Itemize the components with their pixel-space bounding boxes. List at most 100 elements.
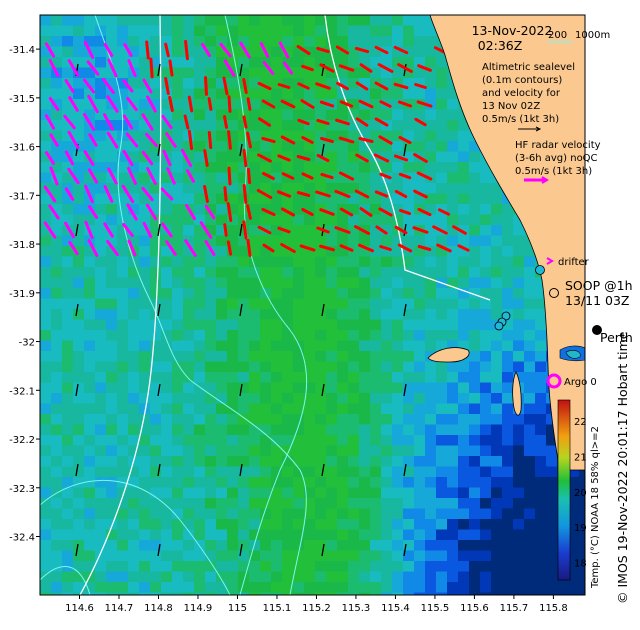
- sst-pixel: [51, 25, 63, 37]
- sst-pixel: [117, 319, 129, 331]
- sst-pixel: [73, 529, 85, 541]
- sst-pixel: [326, 508, 338, 520]
- sst-pixel: [447, 162, 459, 173]
- sst-pixel: [205, 508, 217, 520]
- hf-vector: [397, 243, 413, 253]
- sst-pixel: [524, 288, 536, 299]
- sst-pixel: [469, 256, 481, 268]
- sst-pixel: [502, 592, 514, 595]
- sst-pixel: [469, 151, 481, 163]
- sst-pixel: [95, 46, 107, 58]
- sst-pixel: [315, 277, 327, 289]
- sst-pixel: [392, 382, 404, 394]
- sst-pixel: [205, 15, 217, 26]
- sst-pixel: [513, 466, 525, 478]
- sst-pixel: [40, 298, 52, 310]
- sst-pixel: [216, 340, 228, 352]
- sst-pixel: [161, 183, 173, 194]
- sst-pixel: [117, 246, 129, 257]
- sst-pixel: [271, 592, 283, 595]
- hf-vector: [315, 82, 331, 90]
- contour-line: [40, 479, 231, 595]
- sst-pixel: [535, 319, 547, 331]
- sst-pixel: [271, 529, 283, 541]
- sst-pixel: [117, 529, 129, 541]
- sst-pixel: [304, 529, 316, 541]
- hf-vector: [397, 63, 413, 73]
- sst-pixel: [370, 372, 382, 383]
- sst-pixel: [128, 382, 140, 394]
- sst-pixel: [315, 214, 327, 226]
- sst-pixel: [359, 172, 371, 184]
- hf-vector: [354, 189, 370, 199]
- sst-pixel: [502, 466, 514, 478]
- plot-frame: [39, 14, 586, 596]
- sst-pixel: [106, 540, 118, 551]
- sst-pixel: [95, 172, 107, 184]
- sst-pixel: [458, 309, 470, 320]
- sst-pixel: [62, 330, 74, 341]
- hf-vector: [374, 45, 389, 55]
- hf-vector: [142, 221, 153, 239]
- hf-vector: [223, 186, 228, 202]
- sst-pixel: [392, 519, 404, 530]
- sst-pixel: [172, 508, 184, 520]
- x-tick-label: 115.3: [342, 603, 371, 614]
- sst-pixel: [447, 435, 459, 446]
- sst-pixel: [150, 109, 162, 121]
- sst-pixel: [51, 372, 63, 383]
- sst-pixel: [502, 277, 514, 289]
- sst-pixel: [150, 592, 162, 595]
- sst-pixel: [150, 288, 162, 299]
- sst-pixel: [62, 99, 74, 110]
- sst-pixel: [414, 382, 426, 394]
- sst-pixel: [51, 267, 63, 278]
- sst-pixel: [491, 435, 503, 446]
- sst-pixel: [282, 277, 294, 289]
- hf-vector: [67, 130, 80, 150]
- sst-pixel: [304, 46, 316, 58]
- sst-pixel: [293, 582, 305, 593]
- sst-pixel: [293, 109, 305, 121]
- sst-pixel: [381, 25, 393, 37]
- sst-pixel: [238, 540, 250, 551]
- sst-pixel: [260, 529, 272, 541]
- sst-pixel: [227, 88, 239, 100]
- sst-pixel: [513, 477, 525, 488]
- sst-pixel: [447, 382, 459, 394]
- sst-pixel: [326, 109, 338, 121]
- sst-pixel: [62, 141, 74, 152]
- sst-pixel: [62, 519, 74, 530]
- sst-pixel: [73, 235, 85, 247]
- sst-pixel: [271, 487, 283, 499]
- sst-pixel: [480, 540, 492, 551]
- sst-pixel: [304, 88, 316, 100]
- sst-pixel: [337, 162, 349, 173]
- sst-pixel: [128, 361, 140, 373]
- sst-pixel: [315, 319, 327, 331]
- sst-pixel: [414, 309, 426, 320]
- sst-pixel: [359, 267, 371, 278]
- hf-vector: [204, 204, 216, 220]
- sst-pixel: [249, 78, 261, 89]
- sst-pixel: [315, 382, 327, 394]
- sst-pixel: [73, 393, 85, 404]
- sst-pixel: [40, 424, 52, 436]
- sst-pixel: [315, 487, 327, 499]
- sst-pixel: [73, 67, 85, 79]
- sst-pixel: [480, 435, 492, 446]
- sst-pixel: [51, 235, 63, 247]
- sst-pixel: [106, 309, 118, 320]
- sst-pixel: [216, 235, 228, 247]
- sst-pixel: [282, 288, 294, 299]
- sst-pixel: [326, 414, 338, 425]
- sst-pixel: [172, 561, 184, 572]
- altimetry-note: Altimetric sealevel (0.1m contours) and …: [482, 62, 575, 132]
- sst-pixel: [106, 183, 118, 194]
- sst-pixel: [62, 582, 74, 593]
- sst-pixel: [194, 99, 206, 110]
- sst-pixel: [128, 571, 140, 583]
- sst-pixel: [436, 456, 448, 467]
- sst-pixel: [139, 477, 151, 488]
- sst-pixel: [205, 351, 217, 362]
